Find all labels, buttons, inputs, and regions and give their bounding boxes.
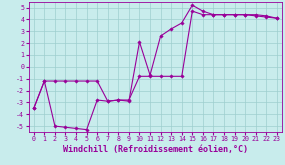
X-axis label: Windchill (Refroidissement éolien,°C): Windchill (Refroidissement éolien,°C) [63,145,248,154]
